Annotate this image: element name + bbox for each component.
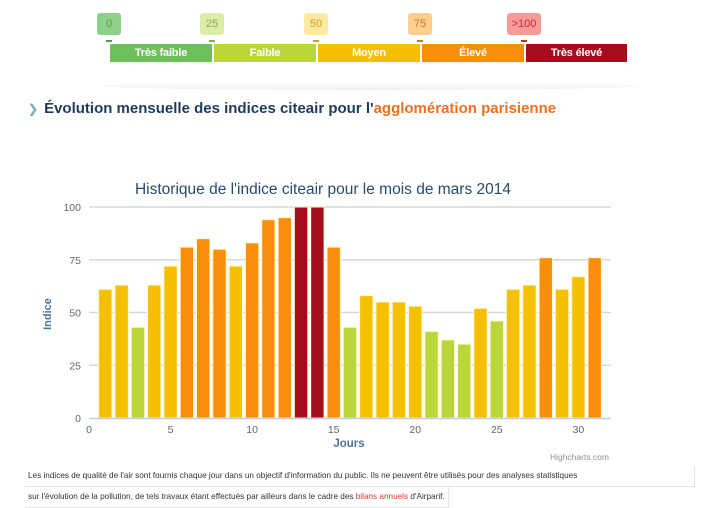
section-title-text: Évolution mensuelle des indices citeair … [44,100,374,117]
disclaimer-text: d'Airparif. [408,492,445,501]
y-tick-label: 100 [63,202,81,214]
bar-day-19 [391,301,407,419]
x-tick-label: 0 [86,424,92,436]
threshold-label: 0 [105,18,113,30]
x-tick-label: 5 [168,424,174,436]
bar-day-10 [244,242,260,419]
bar-day-16 [342,326,358,419]
x-tick-label: 30 [573,424,585,436]
bar-day-20 [408,305,423,419]
bilans-annuels-link[interactable]: bilans annuels [355,492,409,501]
x-tick-label: 25 [491,424,503,436]
x-axis-label: Jours [333,438,364,450]
bar-day-21 [424,330,439,419]
band-moyen: Moyen [318,44,420,62]
threshold-badge-0: 0 [97,13,121,42]
citeair-scale-legend: 0 25 50 75 >100 Très faible Faible Moyen… [0,0,715,90]
bar-day-14 [310,206,325,419]
disclaimer-line-2: sur l'évolution de la pollution, de tels… [25,487,449,508]
y-tick-label: 75 [69,255,81,267]
bar-day-26 [505,288,521,419]
chevron-right-icon: ❯ [28,102,39,116]
section-title: ❯ Évolution mensuelle des indices citeair… [28,100,556,117]
disclaimer-note: Les indices de qualité de l'air sont fou… [25,466,695,508]
bar-day-22 [440,339,456,419]
bar-day-9 [228,265,244,419]
bar-day-24 [473,307,488,419]
bar-day-13 [293,206,309,419]
threshold-badge-100: >100 [507,13,541,42]
legend-shadow-divider [100,82,640,90]
citeair-bar-chart: Historique de l'indice citeair pour le m… [42,181,611,462]
y-tick-label: 0 [75,413,81,425]
bar-day-7 [195,238,211,419]
bar-day-6 [179,246,195,419]
bar-day-27 [522,284,537,419]
bar-day-4 [147,284,162,419]
highcharts-credit[interactable]: Highcharts.com [550,452,609,462]
bar-day-8 [212,248,227,419]
threshold-label: >100 [511,18,537,30]
chart-title: Historique de l'indice citeair pour le m… [135,181,511,198]
band-tres-eleve: Très élevé [526,44,627,62]
disclaimer-text: sur l'évolution de la pollution, de tels… [28,492,356,501]
bars [98,206,602,419]
y-tick-label: 50 [69,308,81,320]
disclaimer-line-1: Les indices de qualité de l'air sont fou… [25,466,695,487]
axes: 0 25 50 75 100 0 5 10 15 20 25 30 [63,202,611,436]
band-eleve: Élevé [422,44,524,62]
bar-day-29 [554,288,570,419]
y-axis-label: Indice [42,298,54,330]
bar-day-1 [98,288,113,419]
section-title-highlight: agglomération parisienne [373,100,557,117]
threshold-badge-75: 75 [408,13,432,42]
bar-day-28 [538,257,553,419]
bar-day-2 [114,284,129,419]
bar-day-17 [359,295,374,419]
bar-day-25 [489,320,505,419]
x-tick-label: 15 [328,424,340,436]
bar-day-30 [571,276,586,419]
threshold-badge-25: 25 [200,13,224,42]
bar-day-3 [130,326,146,419]
bar-day-11 [261,219,276,419]
bar-day-5 [163,265,178,419]
bar-day-18 [375,301,390,419]
y-tick-label: 25 [69,360,81,372]
bar-day-15 [326,246,341,419]
band-tres-faible: Très faible [110,44,212,62]
band-faible: Faible [214,44,316,62]
bar-day-12 [277,217,292,419]
threshold-label: 75 [413,18,427,30]
bar-day-31 [587,257,602,419]
threshold-label: 50 [309,18,323,30]
x-tick-label: 10 [246,424,258,436]
threshold-label: 25 [205,18,219,30]
threshold-badge-50: 50 [304,13,328,42]
bar-day-23 [456,343,472,419]
x-tick-label: 20 [409,424,421,436]
